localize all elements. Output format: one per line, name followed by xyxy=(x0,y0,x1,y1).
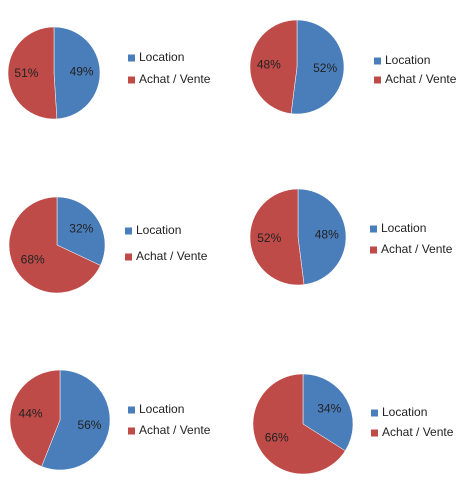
legend-label: Location xyxy=(139,402,184,416)
data-label: 66% xyxy=(265,431,289,445)
data-label: 56% xyxy=(77,418,101,432)
legend-swatch xyxy=(128,54,135,62)
pie-slice xyxy=(249,188,305,286)
data-label: 48% xyxy=(315,227,339,241)
pie-slice xyxy=(53,26,101,120)
data-label: 49% xyxy=(70,64,94,78)
data-label: 51% xyxy=(14,66,38,80)
legend-swatch xyxy=(374,57,381,65)
legend-swatch xyxy=(125,253,132,261)
data-label: 52% xyxy=(257,231,281,245)
legend-label: Location xyxy=(136,223,181,237)
legend-swatch xyxy=(370,225,377,233)
pie-slice xyxy=(8,196,101,294)
pie-slice xyxy=(7,26,58,120)
data-label: 32% xyxy=(69,222,93,236)
legend-swatch xyxy=(128,427,135,435)
legend-label: Achat / Vente xyxy=(139,423,211,437)
pie-slice xyxy=(249,19,298,114)
pie-slice xyxy=(290,19,345,115)
legend-swatch xyxy=(370,246,377,254)
legend-swatch xyxy=(125,227,132,235)
pie-slice xyxy=(302,373,354,452)
pie-slice xyxy=(9,369,61,467)
pie-slice xyxy=(297,188,347,285)
legend-swatch xyxy=(128,76,135,84)
legend-label: Location xyxy=(381,221,426,235)
legend-label: Achat / Vente xyxy=(382,425,454,439)
data-label: 44% xyxy=(19,407,43,421)
legend-label: Achat / Vente xyxy=(385,72,457,86)
legend-swatch xyxy=(374,76,381,84)
pie-slice xyxy=(56,196,106,266)
data-label: 34% xyxy=(317,402,341,416)
legend-label: Location xyxy=(385,53,430,67)
legend-swatch xyxy=(371,409,378,417)
legend-swatch xyxy=(371,429,378,437)
data-label: 52% xyxy=(313,61,337,75)
legend-label: Location xyxy=(139,50,184,64)
pie-slice xyxy=(252,373,346,475)
data-label: 68% xyxy=(21,253,45,267)
legend-label: Achat / Vente xyxy=(136,249,208,263)
legend-swatch xyxy=(128,406,135,414)
data-label: 48% xyxy=(257,57,281,71)
pie-slice xyxy=(41,369,111,471)
legend-label: Achat / Vente xyxy=(139,72,211,86)
legend-label: Location xyxy=(382,405,427,419)
legend-label: Achat / Vente xyxy=(381,242,453,256)
